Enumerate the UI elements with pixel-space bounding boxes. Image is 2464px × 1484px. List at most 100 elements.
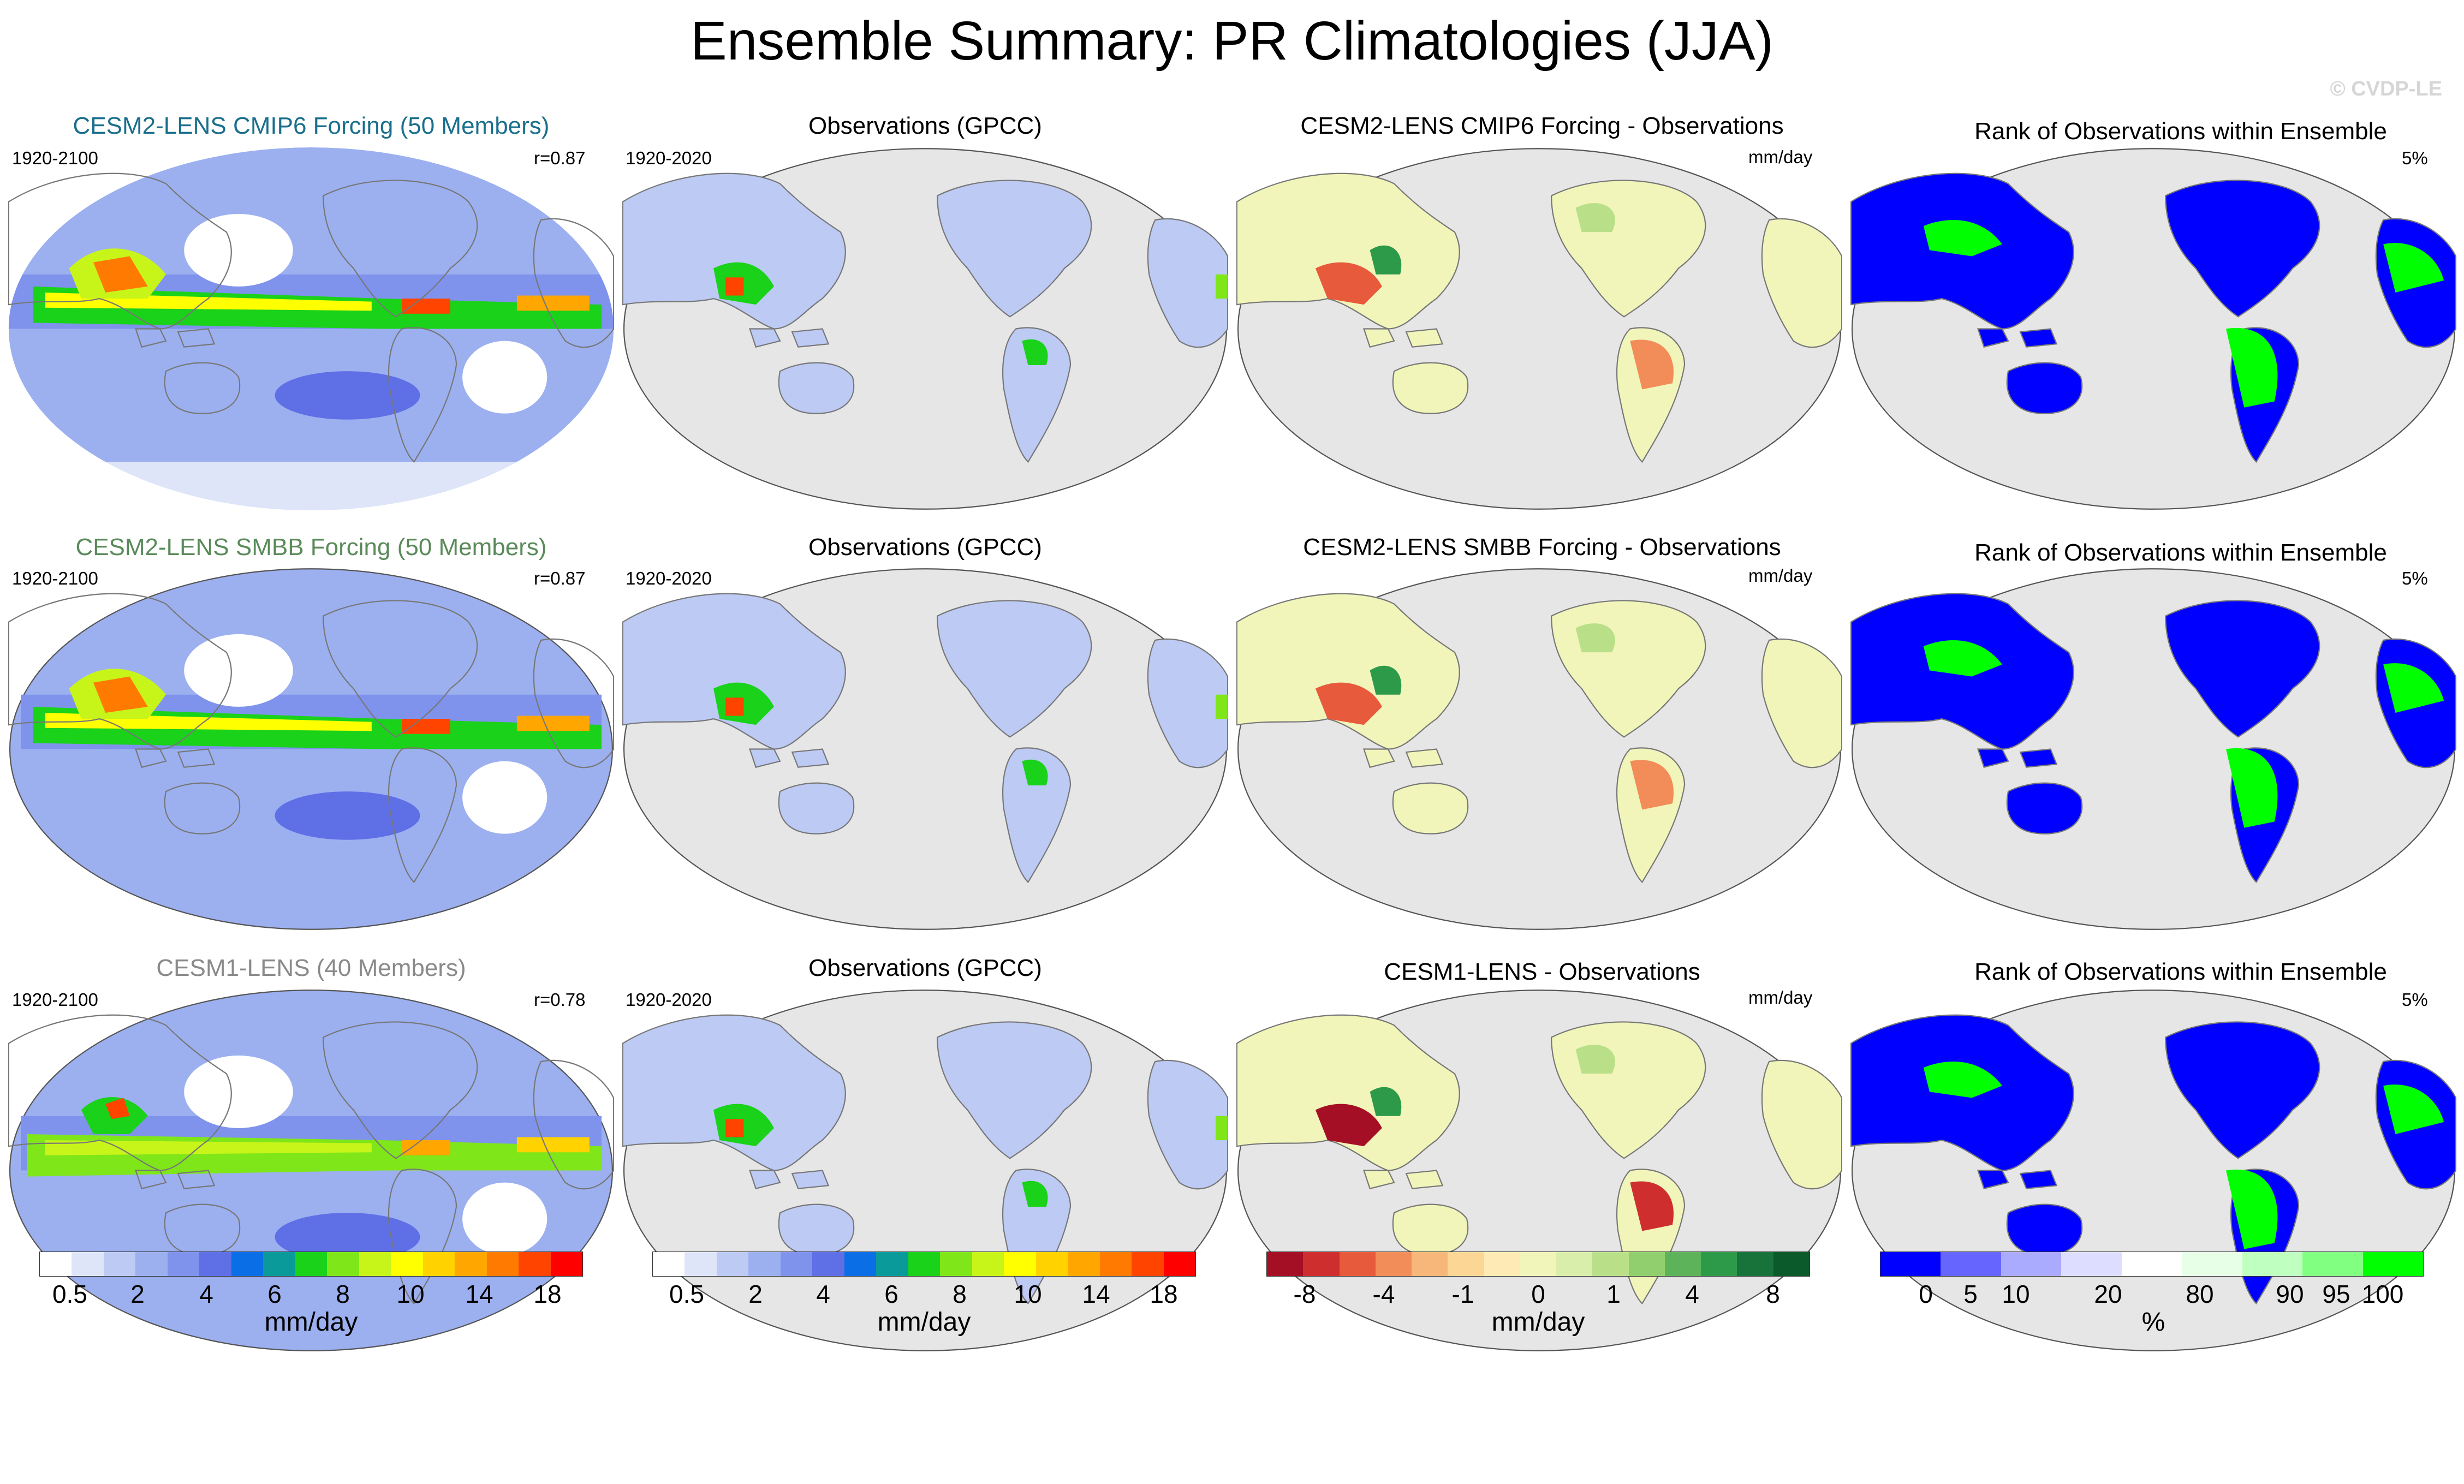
model-map-1	[8, 147, 614, 510]
colorbar-swatch	[391, 1252, 423, 1276]
cb3-tick: 100	[2361, 1280, 2404, 1308]
colorbar-swatch	[1375, 1252, 1412, 1276]
colorbar-swatch	[1303, 1252, 1340, 1276]
colorbar-swatch	[2001, 1252, 2062, 1276]
colorbar-swatch	[135, 1252, 168, 1276]
cb0-tick: 4	[199, 1280, 213, 1308]
colorbar-swatch	[486, 1252, 519, 1276]
cb2-tick: -1	[1451, 1280, 1474, 1308]
colorbar-swatch	[1163, 1252, 1195, 1276]
colorbar-swatch	[1880, 1252, 1941, 1276]
rank-value-3: 5%	[2402, 990, 2428, 1010]
cb1-tick: 6	[884, 1280, 898, 1308]
cb3-tick: 95	[2322, 1280, 2350, 1308]
colorbar-difference	[1266, 1251, 1810, 1277]
colorbar-swatch	[1004, 1252, 1036, 1276]
colorbar-swatch	[780, 1252, 813, 1276]
colorbar-swatch	[716, 1252, 749, 1276]
colorbar-swatch	[653, 1252, 685, 1276]
cb1-tick: 10	[1014, 1280, 1042, 1308]
cb1-tick: 4	[816, 1280, 830, 1308]
cb3-units: %	[2141, 1308, 2165, 1337]
cb1-tick: 14	[1082, 1280, 1110, 1308]
obs-map-1	[622, 148, 1228, 510]
colorbar-swatch	[1099, 1252, 1132, 1276]
colorbar-swatch	[519, 1252, 551, 1276]
obs-years-2: 1920-2020	[626, 568, 712, 588]
cb0-tick: 10	[396, 1280, 425, 1308]
cb0-tick: 18	[533, 1280, 562, 1308]
cb3-tick: 10	[2002, 1280, 2030, 1308]
rank-panel-title-3: Rank of Observations within Ensemble	[1974, 958, 2387, 985]
obs-panel-title-3: Observations (GPCC)	[808, 955, 1042, 981]
colorbar-swatch	[359, 1252, 391, 1276]
diff-units-2: mm/day	[1748, 565, 1813, 586]
colorbar-swatch	[1556, 1252, 1593, 1276]
colorbar-rank	[1880, 1251, 2424, 1277]
cb3-tick: 80	[2186, 1280, 2214, 1308]
colorbar-swatch	[2362, 1252, 2423, 1276]
model-panel-title-2: CESM2-LENS SMBB Forcing (50 Members)	[75, 534, 547, 561]
cb0-tick: 14	[465, 1280, 493, 1308]
colorbar-swatch	[231, 1252, 264, 1276]
colorbar-swatch	[940, 1252, 972, 1276]
cb2-tick: 1	[1606, 1280, 1621, 1308]
obs-panel-title-1: Observations (GPCC)	[808, 112, 1042, 139]
cb1-tick: 8	[953, 1280, 967, 1308]
colorbar-swatch	[1941, 1252, 2001, 1276]
colorbar-swatch	[2182, 1252, 2242, 1276]
obs-panel-title-2: Observations (GPCC)	[808, 534, 1042, 561]
diff-panel-title-1: CESM2-LENS CMIP6 Forcing - Observations	[1300, 112, 1784, 139]
model-years-3: 1920-2100	[12, 990, 98, 1010]
model-map-2	[8, 568, 614, 930]
rank-panel-title-1: Rank of Observations within Ensemble	[1974, 118, 2387, 145]
colorbar-swatch	[1520, 1252, 1557, 1276]
colorbar-precip-model	[39, 1251, 583, 1277]
colorbar-swatch	[1035, 1252, 1068, 1276]
colorbar-swatch	[72, 1252, 104, 1276]
colorbar-swatch	[199, 1252, 231, 1276]
colorbar-swatch	[40, 1252, 72, 1276]
diff-panel-title-3: CESM1-LENS - Observations	[1384, 958, 1700, 985]
cb1-units: mm/day	[877, 1308, 971, 1337]
rank-map-1	[1850, 148, 2456, 510]
model-years-2: 1920-2100	[12, 568, 98, 588]
colorbar-swatch	[685, 1252, 717, 1276]
cb0-tick: 8	[336, 1280, 350, 1308]
colorbar-swatch	[550, 1252, 582, 1276]
model-panel-title-1: CESM2-LENS CMIP6 Forcing (50 Members)	[73, 112, 550, 139]
colorbar-swatch	[876, 1252, 908, 1276]
colorbar-swatch	[1701, 1252, 1737, 1276]
colorbar-swatch	[1628, 1252, 1665, 1276]
diff-map-1	[1236, 148, 1842, 510]
copyright-label: © CVDP-LE	[2330, 78, 2442, 100]
cb2-tick: -4	[1372, 1280, 1395, 1308]
model-r-1: r=0.87	[534, 148, 586, 168]
colorbar-swatch	[103, 1252, 136, 1276]
cb2-tick: 8	[1766, 1280, 1780, 1308]
cb1-tick: 2	[748, 1280, 763, 1308]
colorbar-swatch	[327, 1252, 359, 1276]
colorbar-swatch	[1267, 1252, 1304, 1276]
colorbar-swatch	[1773, 1252, 1810, 1276]
colorbar-swatch	[812, 1252, 844, 1276]
colorbar-swatch	[1339, 1252, 1376, 1276]
cb3-tick: 90	[2276, 1280, 2304, 1308]
obs-years-1: 1920-2020	[626, 148, 712, 168]
cb2-tick: 4	[1685, 1280, 1699, 1308]
page-title: Ensemble Summary: PR Climatologies (JJA)	[691, 10, 1773, 71]
diff-units-3: mm/day	[1748, 987, 1813, 1008]
model-years-1: 1920-2100	[12, 148, 98, 168]
colorbar-swatch	[972, 1252, 1004, 1276]
cb3-tick: 20	[2094, 1280, 2122, 1308]
cb3-tick: 0	[1919, 1280, 1933, 1308]
colorbar-swatch	[1737, 1252, 1773, 1276]
colorbar-swatch	[1592, 1252, 1629, 1276]
cb2-tick: 0	[1531, 1280, 1545, 1308]
cb3-tick: 5	[1963, 1280, 1978, 1308]
diff-panel-title-2: CESM2-LENS SMBB Forcing - Observations	[1303, 534, 1781, 561]
colorbar-swatch	[422, 1252, 455, 1276]
colorbar-swatch	[1664, 1252, 1701, 1276]
rank-value-2: 5%	[2402, 568, 2428, 588]
colorbar-precip-obs	[652, 1251, 1196, 1277]
